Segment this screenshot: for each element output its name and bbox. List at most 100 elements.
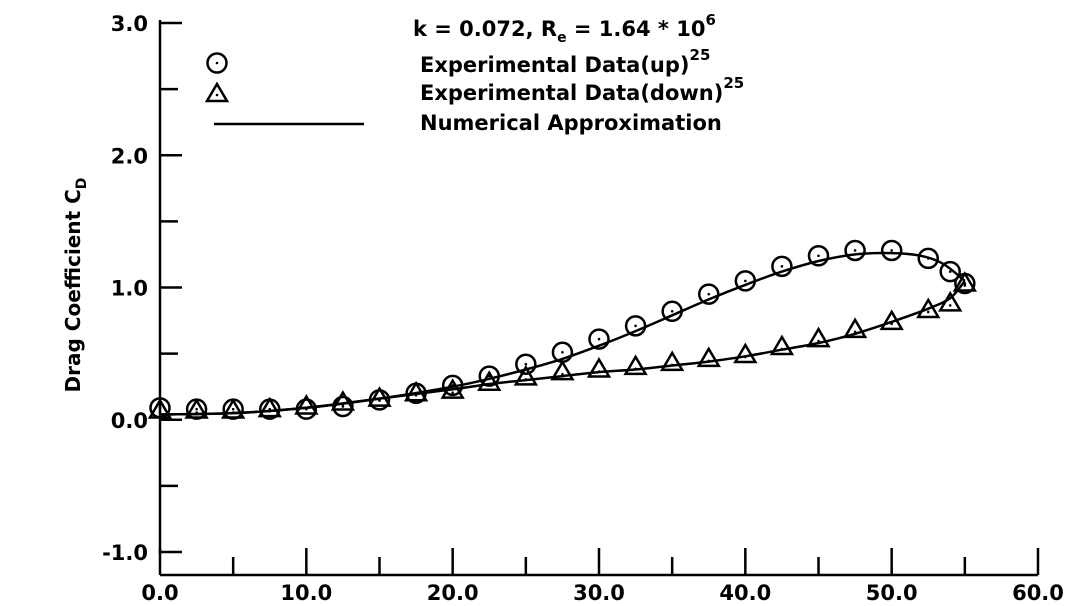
up-data-point xyxy=(295,398,318,420)
up-data-point-dot xyxy=(341,405,345,408)
down-data-point-dot xyxy=(948,304,952,307)
up-data-point xyxy=(588,328,610,350)
down-data-point xyxy=(586,357,612,378)
down-data-point-dot xyxy=(414,394,418,397)
up-data-point-dot xyxy=(963,282,967,285)
up-data-point-dot xyxy=(561,351,564,354)
up-data-point-dot xyxy=(634,324,637,328)
down-data-point xyxy=(938,290,963,312)
y-tick-label: 2.0 xyxy=(111,144,148,168)
down-data-point-dot xyxy=(341,403,345,406)
up-data-point-dot xyxy=(744,279,747,283)
down-data-point xyxy=(842,317,868,339)
numerical-curve-upper xyxy=(159,251,966,416)
y-tick-label: 3.0 xyxy=(111,12,148,36)
legend-item-numerical: Numerical Approximation xyxy=(214,111,722,135)
up-data-point xyxy=(844,239,866,262)
down-data-point-dot xyxy=(451,391,454,394)
up-data-point-dot xyxy=(948,270,952,273)
down-data-point-dot xyxy=(487,383,491,387)
x-tick-label: 50.0 xyxy=(866,581,918,605)
legend-item-up: Experimental Data(up)25 xyxy=(206,46,710,77)
down-data-point-dot xyxy=(305,407,308,410)
up-data-point xyxy=(441,374,464,397)
up-data-point-dot xyxy=(670,310,674,313)
down-data-point xyxy=(257,396,282,418)
down-data-point xyxy=(623,354,648,376)
up-data-point xyxy=(880,239,903,262)
down-data-point xyxy=(550,359,575,381)
legend-label-down: Experimental Data(down)25 xyxy=(420,74,744,105)
down-data-point-dot xyxy=(780,347,784,351)
up-data-point-dot xyxy=(158,406,162,410)
down-data-point-dot xyxy=(634,367,637,371)
down-data-point xyxy=(330,390,356,411)
down-data-point xyxy=(477,370,502,391)
down-data-point-dot xyxy=(817,339,820,343)
down-data-point xyxy=(696,346,721,368)
x-tick-label: 0.0 xyxy=(141,581,178,605)
legend-label-numerical: Numerical Approximation xyxy=(420,111,722,135)
up-data-point-dot xyxy=(926,257,930,260)
down-data-point xyxy=(769,334,795,356)
down-data-point xyxy=(220,398,246,419)
y-axis-label: Drag Coefficient CD xyxy=(61,178,90,393)
down-data-point-dot xyxy=(158,411,162,414)
up-data-point xyxy=(771,255,793,278)
down-data-point xyxy=(659,350,685,372)
x-tick-label: 60.0 xyxy=(1012,581,1064,605)
numerical-curve-lower xyxy=(159,280,966,416)
down-data-point-dot xyxy=(561,372,564,376)
chart-annotation: k = 0.072, Re = 1.64 * 106 xyxy=(413,11,716,46)
down-data-point-dot xyxy=(231,411,235,414)
up-data-point-dot xyxy=(268,407,272,411)
up-data-point xyxy=(807,245,830,267)
legend-triangle-marker-icon xyxy=(204,81,230,103)
legend-circle-marker-icon xyxy=(206,52,228,74)
up-data-point xyxy=(939,260,961,283)
y-tick-label: 0.0 xyxy=(111,409,148,433)
down-data-point xyxy=(916,297,941,319)
up-data-point xyxy=(698,283,720,305)
up-data-point-dot xyxy=(597,337,601,341)
down-data-point-dot xyxy=(744,355,747,359)
legend-item-down: Experimental Data(down)25 xyxy=(204,74,744,105)
down-data-point xyxy=(733,342,758,364)
down-data-point xyxy=(147,398,173,419)
x-tick-label: 40.0 xyxy=(719,581,771,605)
up-data-point xyxy=(734,270,757,292)
up-data-point xyxy=(624,315,647,337)
down-data-point xyxy=(952,271,978,292)
numerical-approximation-curve xyxy=(159,251,966,416)
down-data-point xyxy=(879,309,904,331)
up-data-point-dot xyxy=(414,392,418,395)
y-tick-label: 1.0 xyxy=(111,277,148,301)
down-data-point-dot xyxy=(378,399,381,402)
down-data-point-dot xyxy=(707,359,711,363)
down-data-point xyxy=(440,378,465,399)
legend-label-up: Experimental Data(up)25 xyxy=(420,46,710,77)
x-tick-label: 30.0 xyxy=(573,581,625,605)
down-data-point xyxy=(403,380,429,402)
down-data-point-dot xyxy=(670,363,674,367)
up-data-point-dot xyxy=(890,249,893,252)
up-data-point-dot xyxy=(231,407,235,411)
up-data-point-dot xyxy=(817,254,820,258)
x-tick-label: 10.0 xyxy=(280,581,332,605)
down-data-point-dot xyxy=(963,284,967,287)
up-data-point-dot xyxy=(524,362,528,366)
legend-triangle-dot-icon xyxy=(215,93,219,97)
down-data-point-dot xyxy=(853,330,857,334)
down-data-point xyxy=(367,386,392,407)
up-data-point xyxy=(661,300,683,323)
up-data-point-dot xyxy=(451,384,454,387)
down-data-point-dot xyxy=(268,409,272,413)
down-data-point xyxy=(184,398,209,419)
up-data-point-dot xyxy=(195,407,198,411)
data-markers xyxy=(147,239,978,420)
up-data-point-dot xyxy=(780,265,784,268)
legend-circle-dot-icon xyxy=(215,61,219,65)
down-data-point-dot xyxy=(926,310,930,314)
down-data-point-dot xyxy=(195,411,198,414)
